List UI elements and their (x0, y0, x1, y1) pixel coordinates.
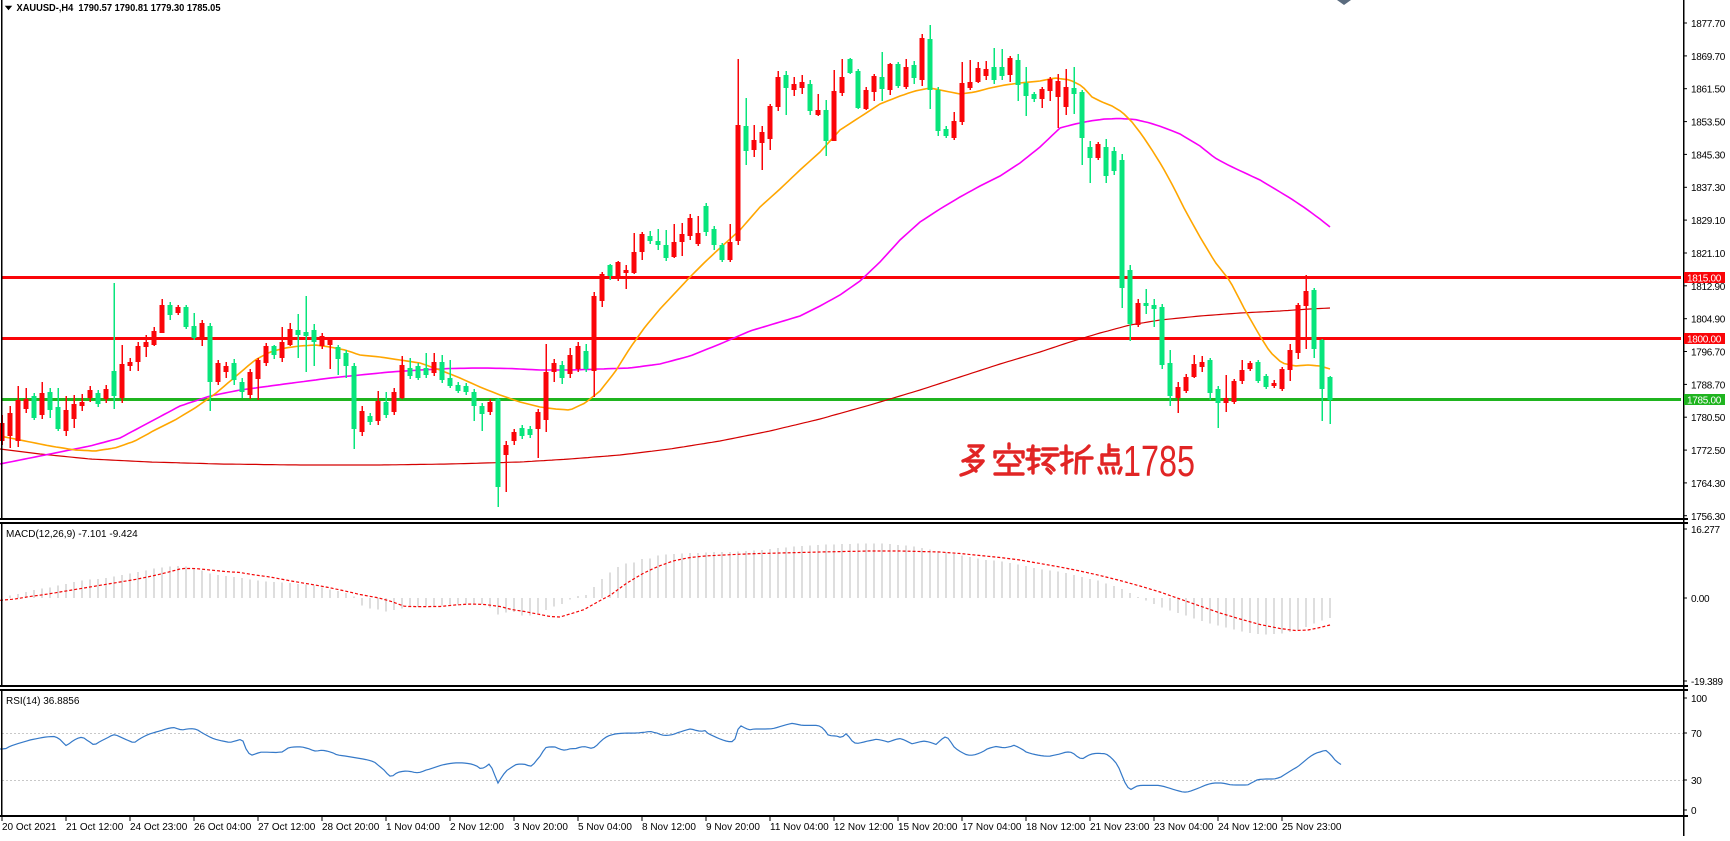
svg-text:12 Nov 12:00: 12 Nov 12:00 (834, 822, 894, 833)
svg-text:MACD(12,26,9) -7.101 -9.424: MACD(12,26,9) -7.101 -9.424 (6, 529, 138, 540)
svg-text:RSI(14) 36.8856: RSI(14) 36.8856 (6, 696, 80, 707)
svg-text:1829.10: 1829.10 (1691, 216, 1726, 227)
svg-text:27 Oct 12:00: 27 Oct 12:00 (258, 822, 316, 833)
svg-text:1772.50: 1772.50 (1691, 446, 1726, 457)
svg-text:1788.70: 1788.70 (1691, 380, 1726, 391)
svg-text:1861.50: 1861.50 (1691, 85, 1726, 96)
svg-text:5 Nov 04:00: 5 Nov 04:00 (578, 822, 632, 833)
svg-text:30: 30 (1691, 776, 1702, 787)
svg-text:1845.30: 1845.30 (1691, 150, 1726, 161)
svg-text:1869.70: 1869.70 (1691, 52, 1726, 63)
svg-text:9 Nov 20:00: 9 Nov 20:00 (706, 822, 760, 833)
svg-text:23 Nov 04:00: 23 Nov 04:00 (1154, 822, 1214, 833)
svg-text:XAUUSD-,H4 1790.57 1790.81 17: XAUUSD-,H4 1790.57 1790.81 1779.30 1785.… (17, 3, 221, 14)
svg-text:1785.00: 1785.00 (1687, 396, 1722, 407)
svg-text:18 Nov 12:00: 18 Nov 12:00 (1026, 822, 1086, 833)
svg-text:25 Nov 23:00: 25 Nov 23:00 (1282, 822, 1342, 833)
svg-text:17 Nov 04:00: 17 Nov 04:00 (962, 822, 1022, 833)
svg-text:15 Nov 20:00: 15 Nov 20:00 (898, 822, 958, 833)
svg-text:1877.70: 1877.70 (1691, 19, 1726, 30)
svg-text:1780.50: 1780.50 (1691, 413, 1726, 424)
svg-text:26 Oct 04:00: 26 Oct 04:00 (194, 822, 252, 833)
svg-text:21 Nov 23:00: 21 Nov 23:00 (1090, 822, 1150, 833)
svg-text:1821.10: 1821.10 (1691, 249, 1726, 260)
svg-text:24 Oct 23:00: 24 Oct 23:00 (130, 822, 188, 833)
svg-text:28 Oct 20:00: 28 Oct 20:00 (322, 822, 380, 833)
svg-text:-19.389: -19.389 (1691, 677, 1724, 688)
svg-text:21 Oct 12:00: 21 Oct 12:00 (66, 822, 124, 833)
svg-text:1756.30: 1756.30 (1691, 512, 1726, 523)
svg-text:3 Nov 20:00: 3 Nov 20:00 (514, 822, 568, 833)
svg-text:24 Nov 12:00: 24 Nov 12:00 (1218, 822, 1278, 833)
svg-text:1853.50: 1853.50 (1691, 118, 1726, 129)
svg-text:0: 0 (1691, 806, 1697, 817)
svg-text:20 Oct 2021: 20 Oct 2021 (2, 822, 57, 833)
svg-text:0.00: 0.00 (1691, 594, 1710, 605)
svg-text:1796.70: 1796.70 (1691, 348, 1726, 359)
svg-text:2 Nov 12:00: 2 Nov 12:00 (450, 822, 504, 833)
svg-text:1837.30: 1837.30 (1691, 183, 1726, 194)
svg-text:1812.90: 1812.90 (1691, 282, 1726, 293)
svg-text:1804.90: 1804.90 (1691, 315, 1726, 326)
svg-text:1800.00: 1800.00 (1687, 335, 1722, 346)
svg-text:11 Nov 04:00: 11 Nov 04:00 (770, 822, 829, 833)
svg-text:1764.30: 1764.30 (1691, 479, 1726, 490)
svg-text:1815.00: 1815.00 (1687, 274, 1722, 285)
svg-text:100: 100 (1691, 694, 1708, 705)
svg-text:1 Nov 04:00: 1 Nov 04:00 (386, 822, 440, 833)
svg-text:8 Nov 12:00: 8 Nov 12:00 (642, 822, 696, 833)
svg-text:16.277: 16.277 (1691, 525, 1721, 536)
svg-text:1785: 1785 (1123, 437, 1195, 486)
svg-text:70: 70 (1691, 729, 1702, 740)
